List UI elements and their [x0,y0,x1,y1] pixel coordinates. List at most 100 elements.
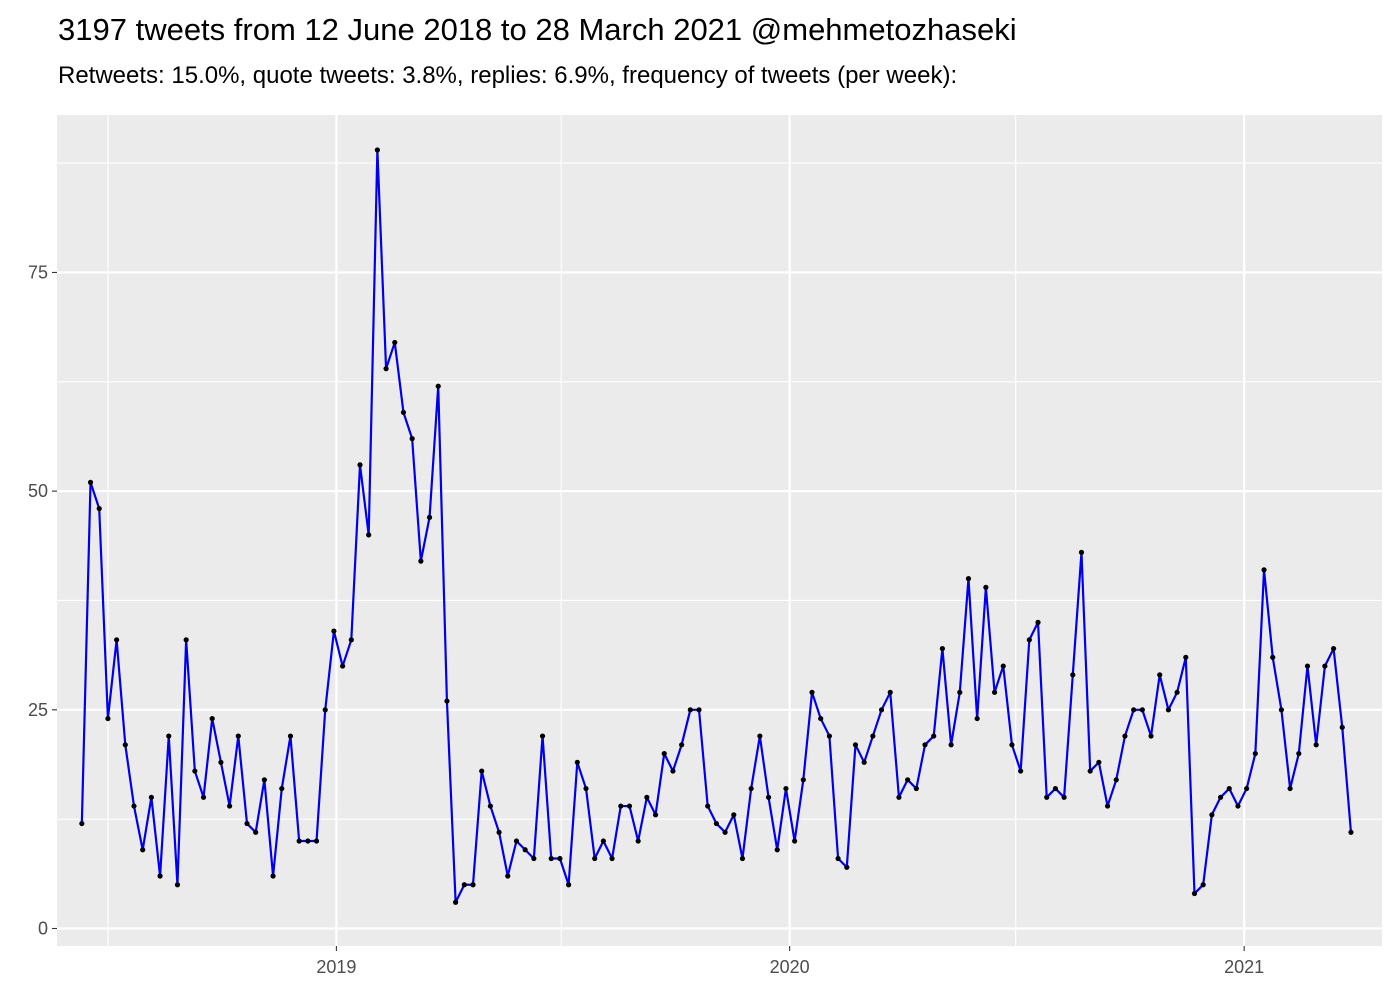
data-point [157,873,163,879]
data-point [922,742,928,748]
data-point [453,899,459,905]
data-point [1235,803,1241,809]
data-point [209,715,215,722]
data-point [670,768,676,774]
data-point [861,759,867,765]
data-point [1165,707,1172,713]
data-point [87,479,94,485]
data-point [183,637,189,643]
data-point [166,733,172,739]
data-point [1313,742,1319,748]
data-point [705,803,711,809]
x-tick-label: 2021 [1224,957,1264,977]
data-point [965,576,972,582]
data-point [1278,707,1285,713]
chart-title: 3197 tweets from 12 June 2018 to 28 Marc… [58,12,1017,47]
data-point [374,147,380,153]
data-point [739,855,746,862]
data-point [757,733,763,739]
data-point [148,794,154,800]
data-point [322,707,328,713]
data-point [618,803,624,809]
data-point [348,637,354,643]
data-point [748,785,754,792]
plot-panel [57,115,1382,946]
data-point [1018,768,1024,774]
data-point [218,759,224,765]
data-point [600,838,606,844]
data-point [487,803,493,809]
data-point [192,768,198,774]
data-point [1157,672,1163,678]
data-point [939,645,946,652]
data-point [1200,882,1206,888]
data-point [513,838,520,844]
data-point [357,462,363,468]
data-point [1304,663,1311,669]
data-point [1174,689,1180,695]
y-tick-label: 75 [28,262,48,282]
data-point [835,855,841,862]
data-point [479,768,485,774]
axes: 0 25 50 75 2019 2020 2021 [28,262,1264,977]
data-point [687,707,693,713]
data-point [713,820,720,827]
major-gridlines [57,115,1382,946]
data-point [948,742,954,748]
data-point [426,514,433,520]
data-point [870,733,876,739]
data-point [1026,637,1032,643]
data-point [1113,777,1119,783]
data-point [774,847,780,853]
data-point [896,794,902,800]
x-tick-label: 2019 [316,957,356,977]
data-point [1009,742,1015,748]
data-point [635,838,641,844]
data-point [818,715,824,722]
data-point [461,882,467,888]
data-point [140,847,146,853]
data-point [1087,768,1093,774]
data-point [983,584,989,590]
data-point [826,733,833,739]
data-point [470,882,476,888]
y-tick-label: 25 [28,700,48,720]
series-group [79,147,1354,905]
data-point [1244,785,1250,792]
data-point [1096,759,1102,765]
data-point [1131,707,1137,713]
data-point [852,742,859,748]
data-point [418,558,424,564]
data-point [1183,654,1189,660]
data-point [392,339,398,346]
data-point [957,689,963,695]
data-point [1044,794,1050,800]
data-point [974,715,980,722]
data-point [270,873,276,879]
data-point [227,803,233,809]
data-point [887,689,893,695]
data-point [1122,733,1128,739]
data-point [583,785,589,792]
data-point [652,812,659,818]
data-point [200,794,207,800]
data-point [1139,707,1145,713]
data-point [566,882,572,888]
data-point [1348,829,1354,835]
data-point [296,838,302,844]
y-tick-label: 50 [28,481,48,501]
data-point [1191,890,1198,897]
data-point [661,750,667,757]
data-point [496,829,502,835]
data-point [913,785,919,792]
data-point [731,812,737,818]
data-point [1322,663,1328,669]
y-tick-label: 0 [38,919,48,939]
data-point [531,855,537,862]
data-point [279,785,285,792]
data-point [435,383,441,389]
data-point [522,847,528,853]
data-point [1148,733,1154,739]
data-point [696,707,702,713]
